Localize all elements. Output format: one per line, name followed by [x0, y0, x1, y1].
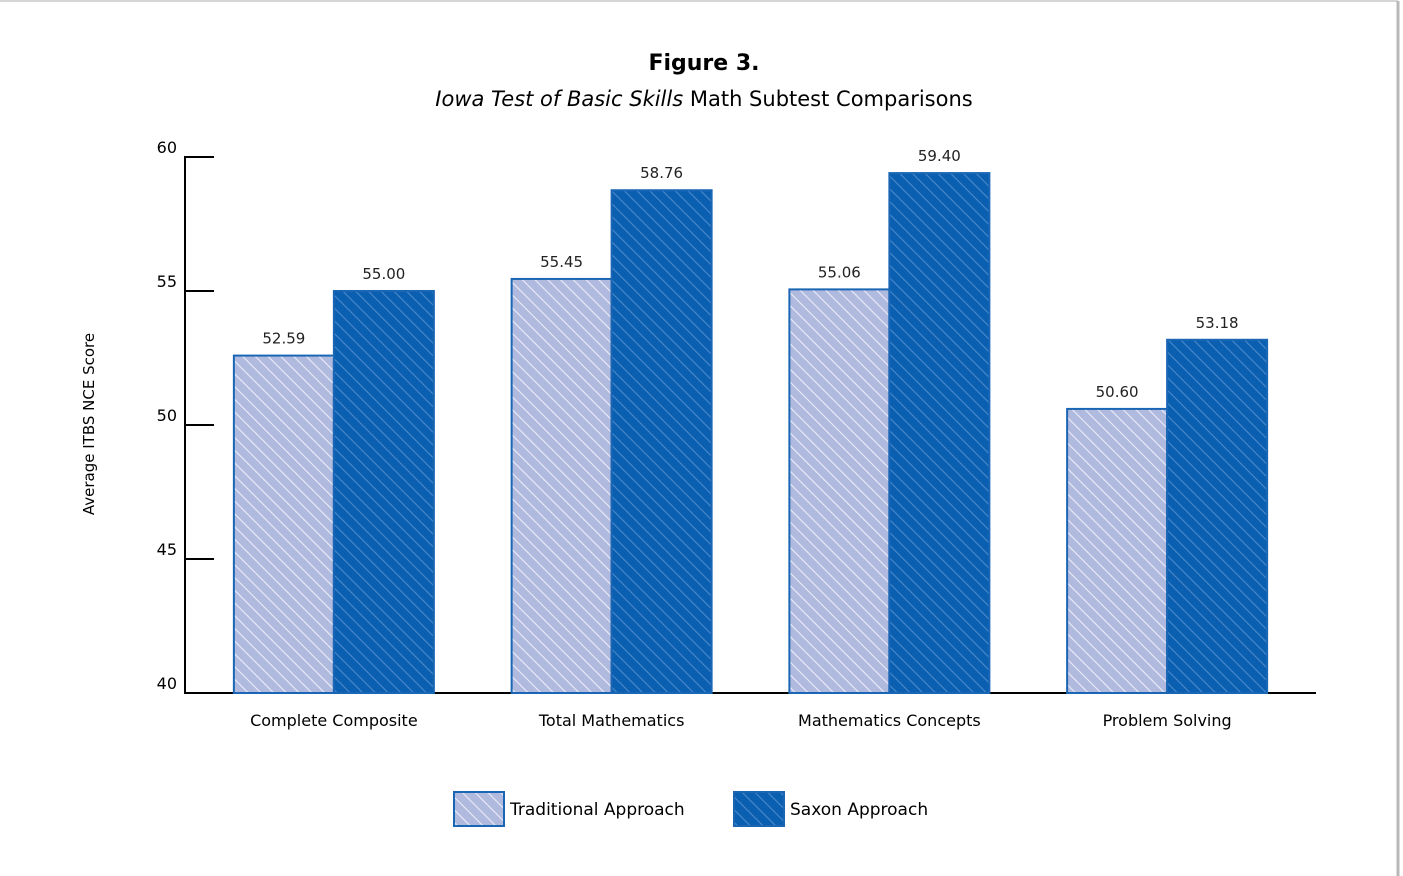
legend-swatch-saxon — [733, 791, 785, 827]
y-tick-label: 45 — [157, 540, 177, 559]
bar-saxon — [1166, 338, 1269, 694]
bar-saxon — [610, 189, 713, 694]
chart-subtitle-rest: Math Subtest Comparisons — [683, 87, 973, 111]
bar-value-label: 53.18 — [1196, 314, 1239, 332]
bar-value-label: 55.45 — [540, 253, 583, 271]
chart-subtitle: Iowa Test of Basic Skills Math Subtest C… — [435, 87, 972, 111]
bar-saxon — [888, 172, 991, 694]
bar-value-label: 58.76 — [640, 164, 683, 182]
bar-saxon — [332, 290, 435, 694]
bar-traditional — [232, 354, 335, 694]
category-label: Complete Composite — [250, 711, 418, 730]
bar-value-label: 55.00 — [362, 265, 405, 283]
category-label: Mathematics Concepts — [798, 711, 981, 730]
category-label: Total Mathematics — [538, 711, 685, 730]
bar-traditional — [510, 277, 613, 694]
legend-label-saxon: Saxon Approach — [790, 800, 928, 820]
legend-swatch-traditional — [453, 791, 505, 827]
legend-label-traditional: Traditional Approach — [509, 800, 685, 820]
y-tick-label: 50 — [157, 406, 177, 425]
y-axis-label: Average ITBS NCE Score — [80, 333, 98, 515]
y-tick-label: 40 — [157, 674, 177, 693]
bar-traditional — [1066, 407, 1169, 694]
y-ticks: 40 45 50 55 60 — [157, 138, 214, 694]
bar-traditional — [788, 288, 891, 694]
chart-subtitle-italic: Iowa Test of Basic Skills — [435, 87, 683, 111]
category-label: Problem Solving — [1103, 711, 1232, 730]
bars — [232, 172, 1269, 694]
bar-value-label: 52.59 — [262, 330, 305, 348]
value-labels: 52.59 55.00 55.45 58.76 55.06 59.40 50.60 53.18 — [262, 147, 1238, 401]
bar-value-label: 59.40 — [918, 147, 961, 165]
bar-value-label: 55.06 — [818, 263, 861, 281]
bar-value-label: 50.60 — [1096, 383, 1139, 401]
category-labels: Complete Composite Total Mathematics Mathe… — [250, 711, 1232, 730]
chart-title: Figure 3. — [648, 51, 759, 76]
legend: Traditional Approach Saxon Approach — [453, 791, 928, 827]
y-tick-label: 60 — [157, 138, 177, 157]
y-tick-label: 55 — [157, 272, 177, 291]
